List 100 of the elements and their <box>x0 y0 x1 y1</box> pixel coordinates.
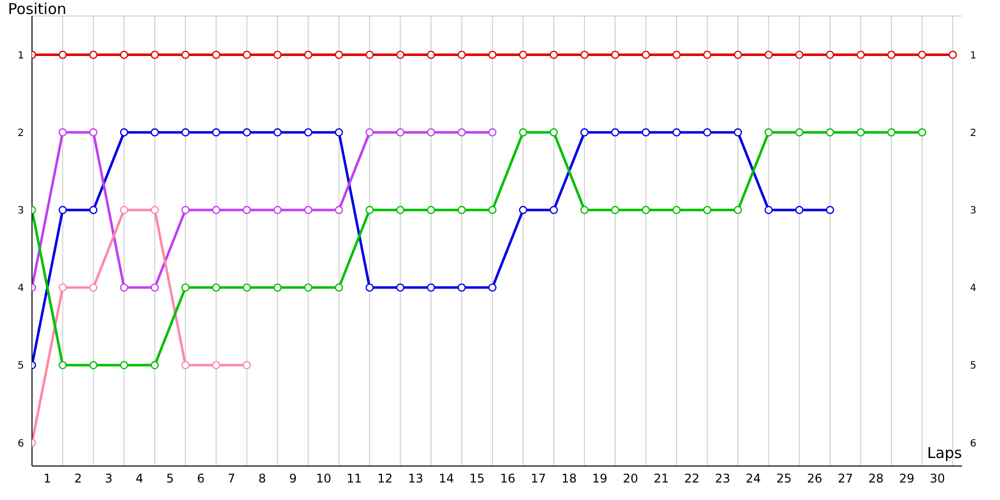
point <box>181 206 190 214</box>
point <box>795 50 804 59</box>
x-tick-label: 27 <box>838 472 854 486</box>
y2-tick-label: 3 <box>970 206 976 217</box>
point <box>273 128 282 136</box>
x-tick-label: 8 <box>258 472 266 486</box>
x-tick-label: 19 <box>592 472 608 486</box>
point <box>304 50 312 59</box>
x-tick-label: 22 <box>684 472 700 486</box>
point <box>273 283 282 292</box>
x-axis-title: Laps <box>927 444 962 462</box>
point <box>887 50 896 59</box>
y-axis-title: Position <box>8 0 66 18</box>
x-tick-label: 28 <box>868 472 884 486</box>
point <box>150 361 159 370</box>
point <box>120 283 128 292</box>
point <box>703 128 712 136</box>
point <box>856 128 865 136</box>
x-tick-label: 16 <box>500 472 516 486</box>
point <box>150 283 159 292</box>
point <box>150 206 159 214</box>
x-tick-label: 14 <box>438 472 454 486</box>
point <box>550 206 558 214</box>
point <box>89 128 98 136</box>
point <box>488 283 496 292</box>
y-tick-label: 6 <box>18 438 24 450</box>
point <box>887 128 896 136</box>
point <box>550 50 558 59</box>
x-tick-label: 26 <box>807 472 822 486</box>
point <box>826 128 834 136</box>
point <box>764 128 773 136</box>
x-tick-label: 23 <box>714 472 730 486</box>
point <box>212 283 220 292</box>
x-tick-label: 13 <box>408 472 424 486</box>
point <box>273 206 282 214</box>
x-tick-label: 1 <box>44 472 52 486</box>
point <box>334 50 344 59</box>
point <box>366 128 374 136</box>
point <box>642 50 650 59</box>
x-tick-label: 10 <box>316 472 332 486</box>
point <box>518 50 528 59</box>
point <box>458 283 466 292</box>
point <box>518 206 528 214</box>
y-tick-label: 4 <box>18 283 24 294</box>
point <box>181 361 190 370</box>
point <box>948 50 957 59</box>
point <box>550 128 558 136</box>
point <box>181 50 190 59</box>
point <box>703 206 712 214</box>
x-tick-label: 21 <box>654 472 669 486</box>
point <box>242 283 251 292</box>
x-tick-label: 29 <box>899 472 914 486</box>
point <box>458 50 466 59</box>
y2-tick-label: 2 <box>970 128 976 139</box>
point <box>764 206 773 214</box>
x-tick-label: 30 <box>930 472 946 486</box>
x-tick-label: 5 <box>166 472 174 486</box>
point <box>396 128 404 136</box>
point <box>120 206 128 214</box>
point <box>488 128 496 136</box>
y2-tick-label: 5 <box>970 360 976 372</box>
point <box>366 50 374 59</box>
point <box>426 50 436 59</box>
point <box>366 283 374 292</box>
point <box>764 50 773 59</box>
point <box>58 128 67 136</box>
point <box>150 128 159 136</box>
point <box>826 206 834 214</box>
point <box>642 128 650 136</box>
point <box>273 50 282 59</box>
point <box>611 128 620 136</box>
point <box>89 50 98 59</box>
point <box>89 283 98 292</box>
y2-tick-label: 6 <box>970 438 976 450</box>
point <box>734 128 742 136</box>
point <box>580 128 589 136</box>
x-tick-label: 9 <box>289 472 297 486</box>
x-tick-label: 7 <box>228 472 236 486</box>
x-tick-label: 12 <box>377 472 393 486</box>
point <box>242 206 251 214</box>
x-tick-label: 25 <box>776 472 792 486</box>
point <box>611 206 620 214</box>
x-tick-label: 17 <box>530 472 546 486</box>
point <box>58 50 67 59</box>
point <box>120 128 128 136</box>
x-tick-label: 24 <box>746 472 761 486</box>
point <box>672 50 681 59</box>
point <box>334 206 344 214</box>
x-tick-label: 18 <box>561 472 577 486</box>
point <box>304 206 312 214</box>
x-tick-label: 11 <box>346 472 362 486</box>
x-tick-label: 6 <box>196 472 205 486</box>
point <box>396 283 404 292</box>
point <box>795 206 804 214</box>
point <box>672 206 681 214</box>
point <box>488 50 496 59</box>
point <box>58 206 67 214</box>
y-tick-label: 3 <box>18 206 24 217</box>
y-tick-label: 1 <box>18 50 24 62</box>
point <box>181 283 190 292</box>
